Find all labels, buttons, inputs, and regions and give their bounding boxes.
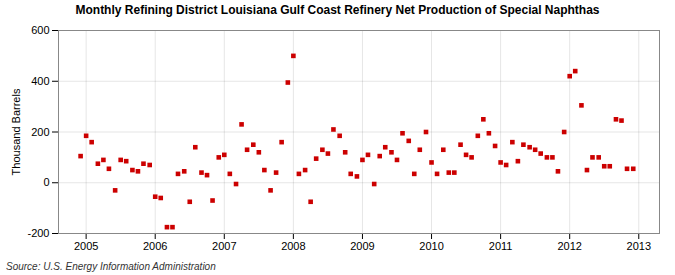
svg-text:2007: 2007 xyxy=(212,240,236,252)
svg-text:0: 0 xyxy=(43,176,49,188)
svg-text:2010: 2010 xyxy=(419,240,443,252)
html-text:Source: U.S. Energy Informatio: Source: U.S. Energy Information Administ… xyxy=(6,261,216,272)
svg-text:2006: 2006 xyxy=(143,240,167,252)
svg-text:2005: 2005 xyxy=(74,240,98,252)
svg-text:-200: -200 xyxy=(27,227,49,239)
svg-text:2012: 2012 xyxy=(557,240,581,252)
svg-text:2009: 2009 xyxy=(350,240,374,252)
svg-text:2013: 2013 xyxy=(627,240,651,252)
svg-text:2011: 2011 xyxy=(489,240,513,252)
svg-text:600: 600 xyxy=(31,24,49,36)
svg-text:400: 400 xyxy=(31,75,49,87)
svg-text:200: 200 xyxy=(31,126,49,138)
svg-text:Thousand Barrels: Thousand Barrels xyxy=(10,88,22,175)
svg-text:2008: 2008 xyxy=(281,240,305,252)
html-text:Monthly Refining District Loui: Monthly Refining District Louisiana Gulf… xyxy=(75,3,600,17)
